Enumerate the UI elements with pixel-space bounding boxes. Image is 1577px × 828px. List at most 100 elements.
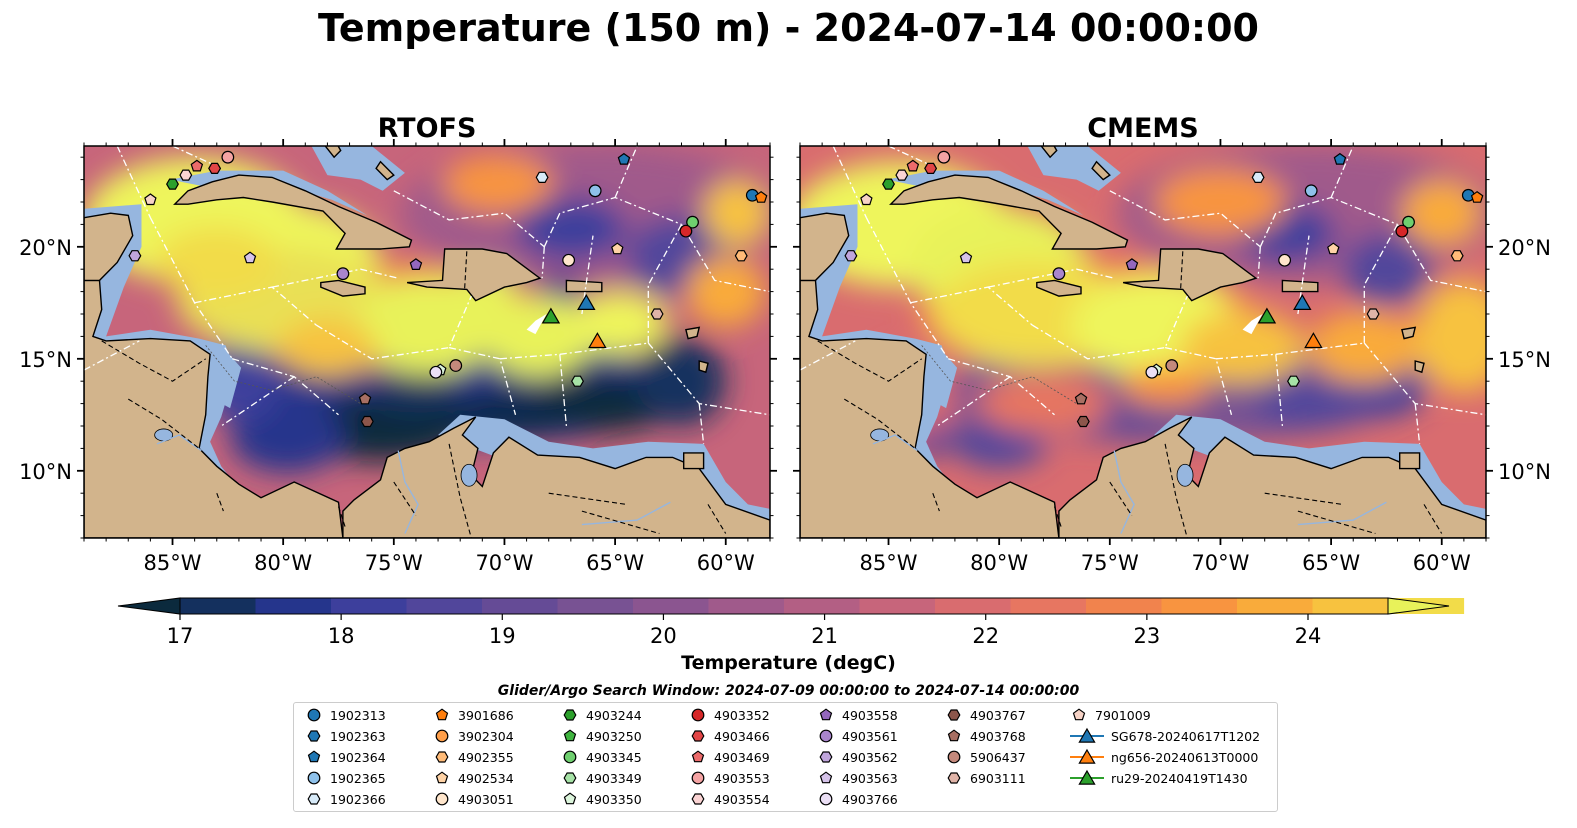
obs-7901009 xyxy=(860,193,873,206)
x-tick-label: 65°W xyxy=(586,551,644,575)
legend-item: 4903766 xyxy=(816,790,898,808)
field-blob xyxy=(482,296,593,377)
eez-boundary xyxy=(647,224,683,344)
legend-marker xyxy=(307,771,321,785)
colorbar-tick-label: 18 xyxy=(328,624,355,648)
legend-item: 4903349 xyxy=(560,769,642,787)
map-panel-cmems: CMEMS 85°W 80°W 75°W 70°W 65°W 60°W 20°N 15°N 10°… xyxy=(793,113,1551,575)
legend-marker xyxy=(819,751,833,763)
country-border xyxy=(393,481,417,516)
legend-circle-icon xyxy=(435,729,449,743)
colorbar-segment xyxy=(935,598,1012,614)
legend-marker xyxy=(435,751,449,763)
eez-boundary xyxy=(832,146,867,218)
legend-item: 3902304 xyxy=(432,727,514,745)
country-border xyxy=(448,443,472,538)
legend-circle-icon xyxy=(435,792,449,806)
legend-label: 6903111 xyxy=(970,770,1026,786)
legend-item: 4903768 xyxy=(944,727,1026,745)
y-tick-label: 10°N xyxy=(1498,460,1551,484)
obs-ru29-20240419T1430 xyxy=(1257,307,1277,324)
field-blob xyxy=(637,336,726,427)
colorbar-segment xyxy=(482,598,559,614)
x-tick-label: 80°W xyxy=(254,551,312,575)
legend-pentagon-icon xyxy=(819,708,833,721)
legend-marker xyxy=(563,729,577,742)
obs-4903345 xyxy=(1402,215,1415,229)
colorbar-segment xyxy=(331,598,408,614)
legend-hexagon-icon xyxy=(307,730,321,742)
obs-1902366 xyxy=(1251,171,1265,183)
legend-circle-icon xyxy=(563,750,577,764)
eez-boundary xyxy=(1363,224,1399,344)
obs-3901686 xyxy=(1470,190,1484,203)
land-cuba xyxy=(889,174,1129,250)
colorbar-segment xyxy=(1312,598,1389,614)
legend-label: 3902304 xyxy=(458,728,514,744)
legend-marker xyxy=(947,750,961,764)
legend-circle-icon xyxy=(691,771,705,785)
colorbar-label: Temperature (degC) xyxy=(681,652,896,674)
field-blob xyxy=(371,376,461,413)
obs-1902364 xyxy=(1333,152,1347,165)
country-border xyxy=(216,493,224,512)
legend-item: 1902365 xyxy=(304,769,386,787)
legend-hexagon-icon xyxy=(691,793,705,805)
country-border xyxy=(1180,251,1184,290)
legend-item: 4903350 xyxy=(560,790,642,808)
legend-marker xyxy=(563,709,577,721)
legend-label: ru29-20240419T1430 xyxy=(1111,770,1248,786)
legend-hexagon-icon xyxy=(819,751,833,763)
colorbar-segment xyxy=(255,598,332,614)
eez-boundary xyxy=(116,146,151,218)
colorbar-segment xyxy=(1086,598,1163,614)
legend-marker xyxy=(307,708,321,722)
legend-marker xyxy=(307,730,321,742)
legend-label: 4903768 xyxy=(970,728,1026,744)
country-border xyxy=(548,492,627,505)
obs-4903553 xyxy=(221,150,235,164)
legend-item: 4903767 xyxy=(944,706,1026,724)
obs-4903561 xyxy=(336,267,350,281)
legend-label: 1902366 xyxy=(330,791,386,807)
obs-5906437 xyxy=(1165,359,1179,372)
legend-marker xyxy=(1078,769,1096,785)
legend-label: ng656-20240613T0000 xyxy=(1111,749,1259,765)
legend-marker xyxy=(563,750,577,764)
obs-4903352 xyxy=(679,224,693,238)
eez-boundary xyxy=(614,146,638,198)
eez-boundary xyxy=(987,268,1115,288)
legend-label: 4903563 xyxy=(842,770,898,786)
legend-pentagon-icon xyxy=(691,750,705,763)
map-frame xyxy=(799,145,1487,539)
land-cuba xyxy=(173,174,413,250)
legend-item: 1902313 xyxy=(304,706,386,724)
eez-boundary xyxy=(499,342,649,360)
field-blob xyxy=(1401,179,1482,247)
legend-marker xyxy=(307,750,321,763)
lake-maracaibo xyxy=(460,463,478,487)
legend-label: 4903352 xyxy=(714,707,770,723)
land-martinique xyxy=(698,360,709,374)
legend-hexagon-icon xyxy=(947,709,961,721)
obs-4903553 xyxy=(937,150,951,164)
field-blob xyxy=(703,179,770,247)
legend-item: ng656-20240613T0000 xyxy=(1069,748,1258,766)
legend-label: SG678-20240617T1202 xyxy=(1111,728,1261,744)
eez-boundary xyxy=(1215,342,1365,360)
eez-boundary xyxy=(1330,146,1354,198)
y-tick-label: 20°N xyxy=(19,236,72,260)
y-tick-label: 20°N xyxy=(1498,236,1551,260)
x-tick-label: 65°W xyxy=(1302,551,1360,575)
obs-4903767 xyxy=(1076,415,1090,428)
legend-marker xyxy=(819,792,833,806)
legend-marker xyxy=(691,708,705,722)
land-guadeloupe xyxy=(1401,326,1417,340)
legend-marker xyxy=(947,772,961,784)
country-border xyxy=(1297,510,1376,535)
eez-boundary xyxy=(393,190,545,248)
eez-boundary xyxy=(1164,346,1233,415)
eez-boundary xyxy=(172,146,218,167)
obs-1902364 xyxy=(617,152,631,165)
land-yucatan xyxy=(84,212,134,282)
